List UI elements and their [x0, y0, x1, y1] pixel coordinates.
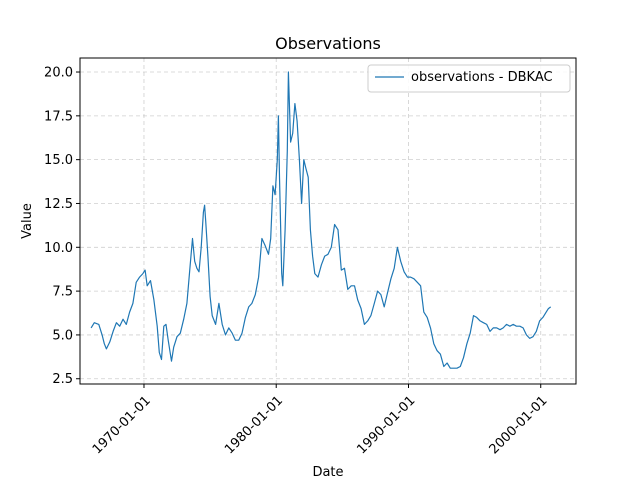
y-tick-label: 7.5	[52, 285, 73, 300]
y-tick-label: 2.5	[52, 372, 73, 387]
y-axis-label: Value	[20, 203, 35, 239]
chart-title: Observations	[275, 34, 381, 53]
y-tick-label: 12.5	[44, 197, 73, 212]
y-tick-label: 5.0	[52, 328, 73, 343]
y-axis: 2.5 5.0 7.5 10.0 12.5 15.0 17.5 20.0	[44, 66, 80, 387]
y-tick-label: 20.0	[44, 66, 73, 81]
y-tick-label: 10.0	[44, 241, 73, 256]
grid	[80, 58, 576, 384]
x-axis-label: Date	[312, 465, 343, 480]
legend-box	[367, 64, 571, 93]
series-area	[90, 71, 552, 369]
y-tick-label: 17.5	[44, 109, 73, 124]
legend: observations - DBKAC	[367, 64, 571, 93]
plot-frame	[79, 57, 577, 385]
legend-label: observations - DBKAC	[411, 70, 553, 85]
series-line	[90, 71, 552, 369]
y-tick-label: 15.0	[44, 153, 73, 168]
